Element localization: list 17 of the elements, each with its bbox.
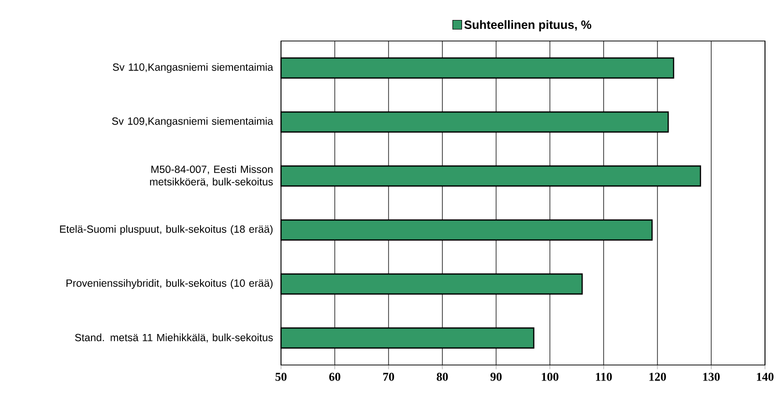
y-tick-label: Etelä-Suomi pluspuut, bulk-sekoitus (18 erää) [60,225,273,235]
x-tick-label: 50 [276,372,287,381]
x-tick-label: 110 [596,372,612,381]
y-tick-label: Stand. metsä 11 Miehikkälä, bulk-sekoitus [75,334,273,342]
y-tick-label: Provenienssihybridit, bulk-sekoitus (10 erää) [66,279,273,289]
y-tick-label: M50-84-007, Eesti Misson metsikköerä, bulk-sekoitus [150,165,273,187]
x-tick-label: 140 [756,372,774,381]
y-tick-label: Sv 109,Kangasniemi siementaimia [112,117,274,127]
x-tick-label: 90 [490,372,502,381]
x-tick-label: 120 [649,372,666,381]
x-tick-label: 80 [436,372,448,381]
x-tick-label: 70 [383,372,394,381]
legend-label: Suhteellinen pituus, % [464,20,592,32]
x-tick-label: 60 [329,372,340,381]
x-tick-label: 130 [703,372,720,381]
y-tick-label: Sv 110,Kangasniemi siementaimia [112,63,274,73]
x-tick-label: 100 [542,372,558,381]
